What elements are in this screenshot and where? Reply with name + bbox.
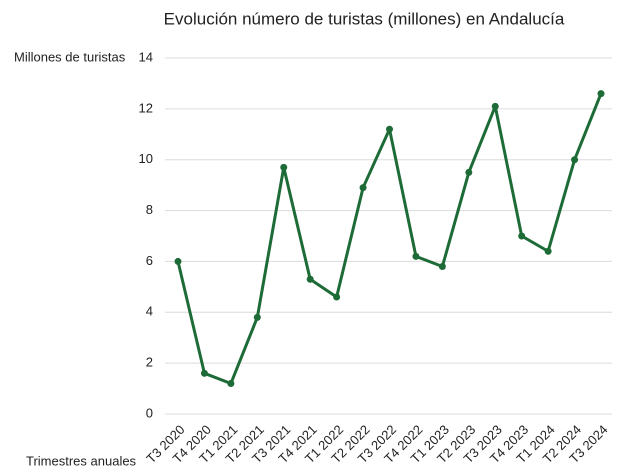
point bbox=[438, 263, 446, 271]
line bbox=[176, 93, 603, 385]
point bbox=[280, 163, 288, 171]
y-tick-label: 6 bbox=[146, 253, 153, 268]
x-axis-label: Trimestres anuales bbox=[26, 453, 137, 468]
point bbox=[544, 247, 552, 255]
point bbox=[465, 168, 473, 176]
y-tick-label: 2 bbox=[146, 355, 153, 370]
point bbox=[227, 379, 235, 387]
chart-title: Evolución número de turistas (millones) … bbox=[164, 9, 565, 28]
y-tick-label: 12 bbox=[139, 100, 153, 115]
point bbox=[571, 156, 579, 164]
y-tick-label: 4 bbox=[146, 304, 153, 319]
y-axis-label: Millones de turistas bbox=[14, 49, 126, 64]
point bbox=[253, 313, 261, 321]
point bbox=[597, 90, 605, 98]
y-tick-label: 10 bbox=[139, 151, 153, 166]
point bbox=[306, 275, 314, 283]
y-tick-label: 8 bbox=[146, 202, 153, 217]
point bbox=[174, 257, 182, 265]
point bbox=[518, 232, 526, 240]
y-tick-label: 14 bbox=[139, 49, 153, 64]
point bbox=[412, 252, 420, 260]
point bbox=[333, 293, 341, 301]
point bbox=[491, 102, 499, 110]
point bbox=[386, 125, 393, 133]
point bbox=[200, 369, 208, 377]
y-tick-label: 0 bbox=[146, 405, 153, 420]
point bbox=[359, 184, 367, 192]
